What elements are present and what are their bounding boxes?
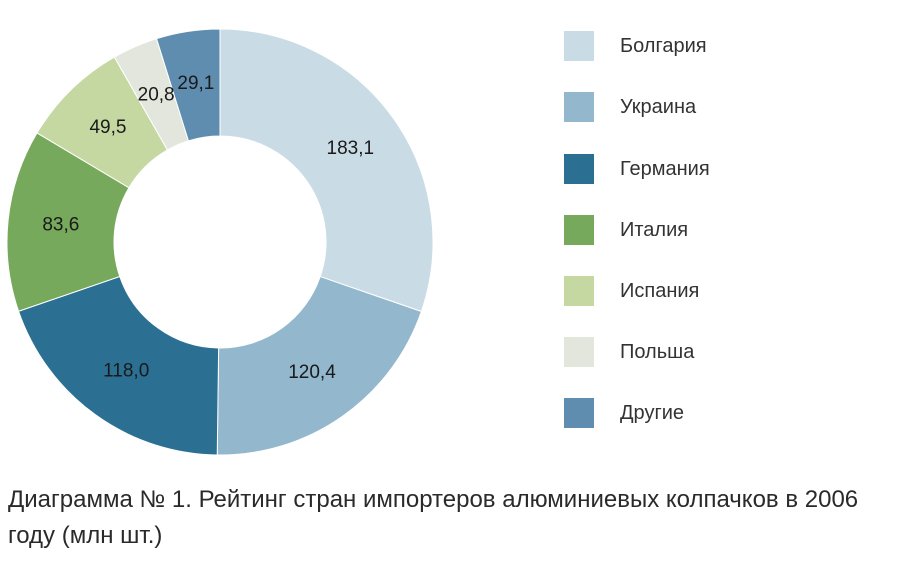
legend-item-italy: Италия bbox=[564, 215, 688, 245]
chart-caption: Диаграмма № 1. Рейтинг стран импортеров … bbox=[8, 486, 859, 549]
donut-slice-ukraine bbox=[216, 275, 422, 456]
data-label-germany: 118,0 bbox=[103, 361, 149, 382]
donut-slices bbox=[6, 28, 434, 456]
legend-label: Германия bbox=[620, 157, 710, 180]
legend-item-ukraine: Украина bbox=[564, 92, 696, 122]
donut-chart: 183,1 120,4 118,0 83,6 49,5 20,829,1 bbox=[6, 28, 434, 456]
data-label-italy: 83,6 bbox=[42, 215, 79, 236]
data-label-other: 29,1 bbox=[177, 73, 214, 94]
legend-item-germany: Германия bbox=[564, 154, 710, 184]
legend-swatch bbox=[564, 276, 594, 306]
data-label-ukraine: 120,4 bbox=[288, 362, 336, 383]
legend-item-spain: Испания bbox=[564, 276, 699, 306]
legend-item-other: Другие bbox=[564, 398, 684, 428]
legend-swatch bbox=[564, 31, 594, 61]
legend-swatch bbox=[564, 154, 594, 184]
legend-label: Болгария bbox=[620, 34, 707, 57]
legend-swatch bbox=[564, 398, 594, 428]
legend-swatch bbox=[564, 337, 594, 367]
legend-swatch bbox=[564, 215, 594, 245]
legend-label: Испания bbox=[620, 279, 700, 302]
data-label-spain: 49,5 bbox=[89, 117, 126, 138]
legend-label: Другие bbox=[620, 401, 685, 424]
donut-slice-other bbox=[155, 28, 221, 142]
legend-label: Польша bbox=[620, 340, 695, 363]
donut-slice-germany bbox=[17, 275, 220, 456]
donut-data-labels: 183,1 120,4 118,0 83,6 49,5 20,829,1 bbox=[42, 73, 374, 383]
data-label-bulgaria: 183,1 bbox=[327, 138, 375, 159]
legend-label: Италия bbox=[620, 218, 689, 241]
donut-slice-italy bbox=[6, 132, 130, 312]
donut-slice-bulgaria bbox=[219, 28, 434, 313]
data-label-poland: 20,8 bbox=[138, 84, 175, 105]
legend-swatch bbox=[564, 92, 594, 122]
legend-label: Украина bbox=[620, 95, 697, 118]
legend-item-poland: Польша bbox=[564, 337, 694, 367]
legend-item-bulgaria: Болгария bbox=[564, 31, 707, 61]
